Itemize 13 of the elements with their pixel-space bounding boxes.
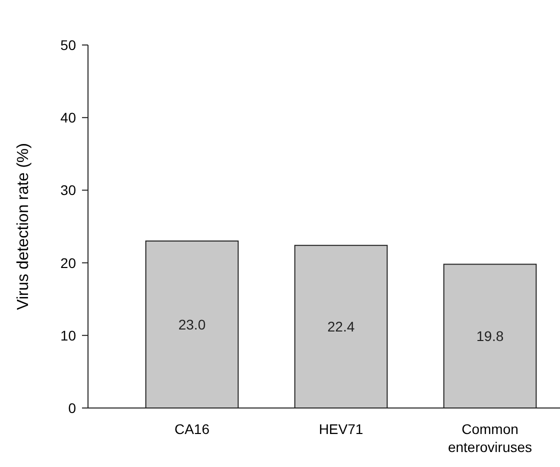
y-tick-label: 50 (60, 37, 76, 53)
y-tick-label: 10 (60, 327, 76, 344)
data-label: 23.0 (178, 316, 206, 333)
x-tick-label: Common enteroviruses (448, 421, 532, 455)
y-tick-label: 40 (60, 110, 76, 126)
y-tick-label: 0 (68, 400, 76, 416)
data-label: 22.4 (327, 318, 355, 335)
x-tick-label: HEV71 (318, 421, 364, 437)
x-tick-label: CA16 (174, 421, 210, 437)
y-tick-label: 30 (60, 182, 76, 198)
data-label: 19.8 (476, 328, 504, 344)
y-tick-label: 20 (60, 254, 76, 271)
y-axis-title: Virus detection rate (%) (15, 143, 32, 310)
